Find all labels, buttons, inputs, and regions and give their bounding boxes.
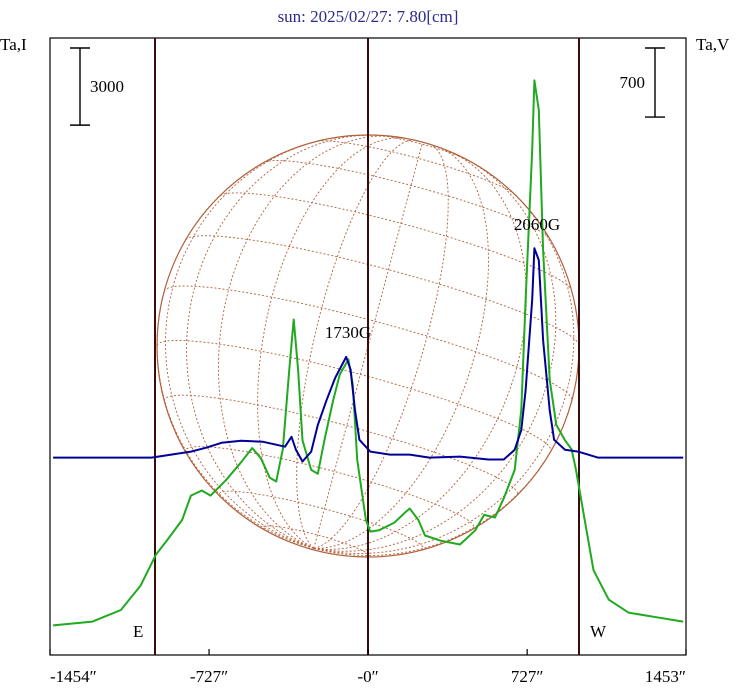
chart-title: sun: 2025/02/27: 7.80[cm] [278,7,459,26]
annotation: 2060G [514,215,560,234]
disk-grid-line [217,135,393,549]
data-line [53,247,684,463]
scale-bar [645,47,665,118]
scale-bar [70,47,90,126]
x-tick-label: -727″ [190,667,228,686]
annotation: 1730G [325,323,371,342]
left-axis-label: Ta,I [0,35,27,54]
disk-grid-line [264,160,550,239]
disk-grid-line [296,139,415,549]
disk-grid-line [185,235,580,346]
data-line [53,79,684,627]
disk-grid-line [163,394,518,496]
disk-grid-line [317,140,515,195]
x-tick-label: -1454″ [50,667,97,686]
disk-grid-line [185,446,475,530]
scale-bar-label: 3000 [90,77,124,96]
disk-grid-line [163,285,573,401]
x-tick-label: 727″ [511,667,544,686]
disk-grid-line [313,400,573,556]
disk-grid-line [257,137,407,549]
x-tick-label: -0″ [357,667,378,686]
right-axis-label: Ta,V [696,35,730,54]
disk-grid-line [156,291,314,549]
disk-grid-line [313,142,424,549]
disk-grid-line [313,144,449,549]
scale-bar-label: 700 [620,73,646,92]
annotation: E [133,622,143,641]
disk-grid-line [313,152,527,550]
annotation: W [590,622,607,641]
disk-grid-line [313,146,489,549]
disk-grid-line [186,134,376,549]
x-tick-label: 1453″ [645,667,686,686]
plot-area: -1454″ -727″ -0″ 727″ 1453″ [49,47,687,686]
disk-grid-line [218,490,424,551]
